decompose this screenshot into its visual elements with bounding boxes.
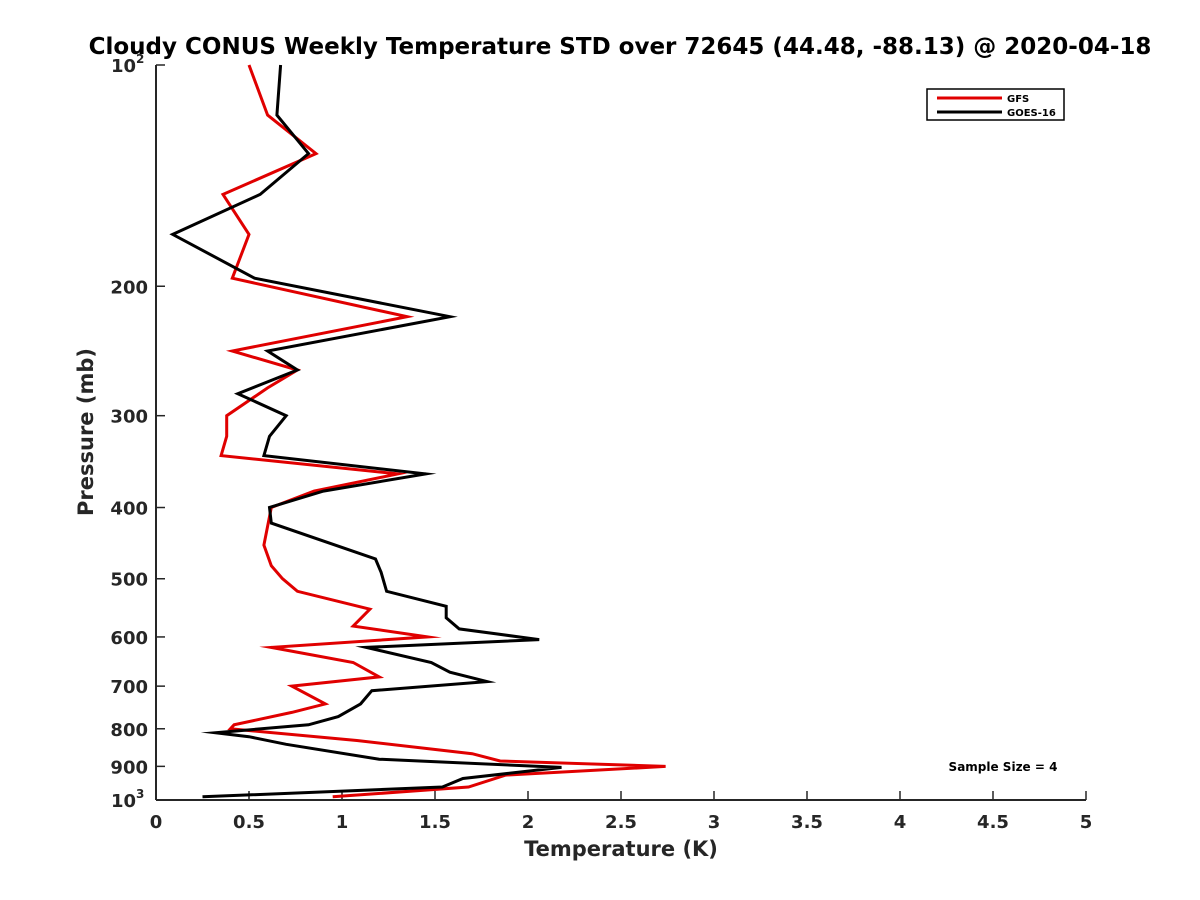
y-tick-exponent: 3 bbox=[136, 787, 144, 801]
chart-title: Cloudy CONUS Weekly Temperature STD over… bbox=[89, 34, 1152, 60]
x-tick-label: 4.5 bbox=[977, 812, 1009, 833]
y-tick-label: 300 bbox=[110, 407, 148, 428]
y-tick-label-power: 10 bbox=[111, 791, 136, 812]
x-tick-label: 3.5 bbox=[791, 812, 823, 833]
y-tick-exponent: 2 bbox=[136, 52, 144, 66]
y-tick-label: 400 bbox=[110, 499, 148, 520]
legend: GFS GOES-16 bbox=[926, 88, 1065, 121]
y-tick-label-power: 10 bbox=[111, 56, 136, 77]
series-line-goes-16 bbox=[169, 64, 562, 799]
x-tick-label: 1 bbox=[336, 812, 349, 833]
y-tick-label: 700 bbox=[110, 677, 148, 698]
y-tick-label: 800 bbox=[110, 720, 148, 741]
series-layer bbox=[169, 64, 666, 799]
x-tick-label: 4 bbox=[894, 812, 907, 833]
y-tick-label: 900 bbox=[110, 757, 148, 778]
x-tick-label: 5 bbox=[1080, 812, 1093, 833]
series-line-gfs bbox=[219, 64, 666, 799]
sample-size-annotation: Sample Size = 4 bbox=[949, 760, 1058, 774]
x-axis-label: Temperature (K) bbox=[524, 837, 718, 861]
x-tick-label: 3 bbox=[708, 812, 721, 833]
legend-box bbox=[926, 88, 1065, 121]
legend-label: GOES-16 bbox=[1007, 108, 1056, 119]
y-tick-label: 500 bbox=[110, 570, 148, 591]
x-tick-label: 2.5 bbox=[605, 812, 637, 833]
y-tick-label: 200 bbox=[110, 277, 148, 298]
x-tick-label: 0.5 bbox=[233, 812, 265, 833]
x-tick-label: 0 bbox=[150, 812, 163, 833]
x-tick-label: 1.5 bbox=[419, 812, 451, 833]
x-ticks: 0 0.5 1 1.5 2 2.5 3 3.5 4 4.5 5 bbox=[150, 791, 1093, 833]
x-tick-label: 2 bbox=[522, 812, 535, 833]
y-axis-label: Pressure (mb) bbox=[74, 348, 98, 516]
y-tick-label: 600 bbox=[110, 628, 148, 649]
legend-label: GFS bbox=[1007, 94, 1029, 105]
